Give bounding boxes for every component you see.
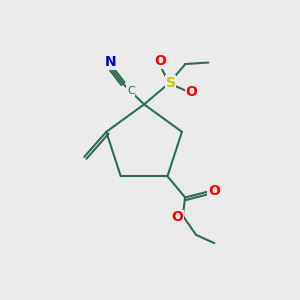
Text: O: O [154, 54, 166, 68]
Text: O: O [208, 184, 220, 198]
Text: C: C [127, 86, 135, 96]
Text: S: S [166, 76, 176, 90]
Text: O: O [172, 210, 183, 224]
Text: O: O [185, 85, 197, 99]
Text: N: N [105, 55, 116, 69]
